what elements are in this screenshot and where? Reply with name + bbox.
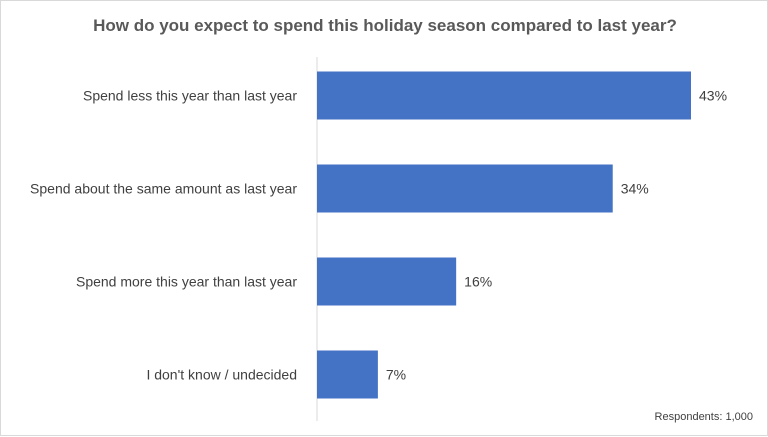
value-label-3: 16% <box>464 274 492 290</box>
category-label-3: Spend more this year than last year <box>76 274 297 290</box>
category-label-2: Spend about the same amount as last year <box>30 181 297 197</box>
respondents-note: Respondents: 1,000 <box>655 411 753 423</box>
value-label-1: 43% <box>699 88 727 104</box>
bar-2 <box>317 164 613 213</box>
chart-title: How do you expect to spend this holiday … <box>93 16 677 35</box>
value-label-4: 7% <box>386 367 406 383</box>
bar-1 <box>317 71 691 120</box>
category-label-1: Spend less this year than last year <box>83 88 297 104</box>
bars-group: Spend less this year than last year 43% Sp… <box>30 71 727 399</box>
value-label-2: 34% <box>621 181 649 197</box>
bar-4 <box>317 350 378 399</box>
category-label-4: I don't know / undecided <box>146 367 297 383</box>
bar-3 <box>317 257 457 306</box>
